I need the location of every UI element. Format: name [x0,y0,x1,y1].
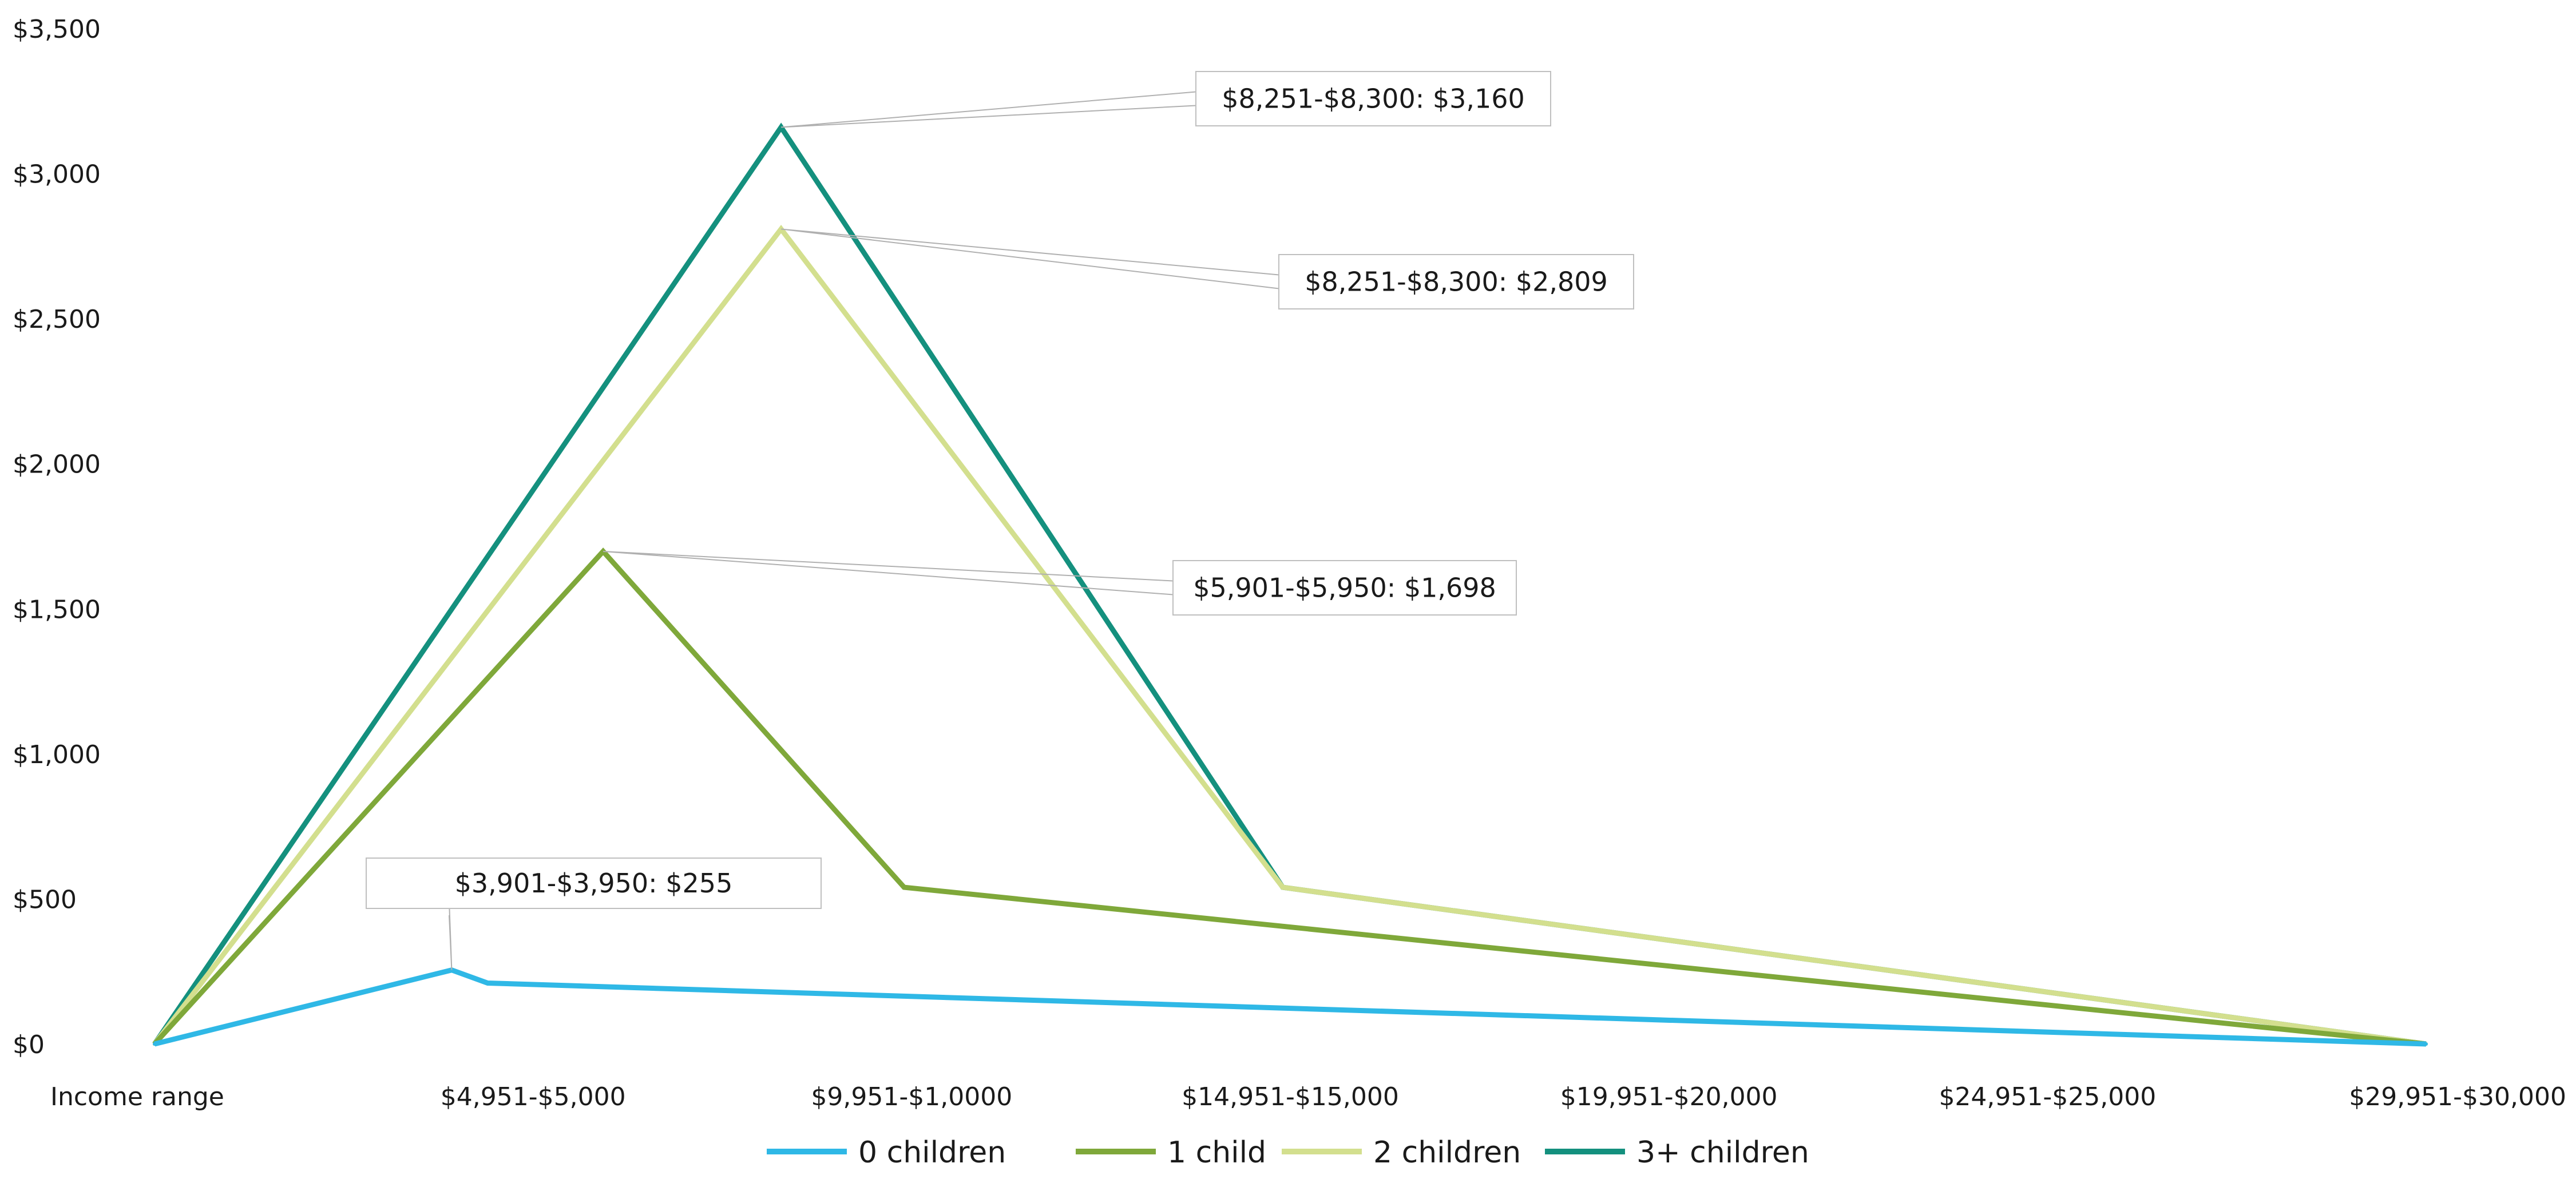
y-tick-label: $1,000 [13,740,101,769]
series-line-1 [153,967,2427,1047]
callout-leader [603,550,1174,596]
y-axis: $0 $500 $1,000 $1,500 $2,000 $2,500 $3,000 $3,5… [13,15,101,1059]
callout-layer: $8,251-$8,300: $3,160 $8,251-$8,300: $2,8… [366,71,1634,970]
x-tick-label: $9,951-$1,0000 [811,1082,1012,1111]
data-label: $8,251-$8,300: $3,160 [1222,84,1525,114]
data-label: $5,901-$5,950: $1,698 [1193,573,1496,604]
data-point [450,968,454,972]
y-tick-label: $2,500 [13,305,101,334]
legend: 0 children 1 child 2 children 3+ children [767,1136,1809,1170]
data-point [2424,1042,2428,1046]
legend-label: 2 children [1373,1136,1521,1170]
callout-box [1172,560,1517,616]
callout-box [366,858,822,909]
data-point [486,981,490,985]
x-tick-label: $19,951-$20,000 [1560,1082,1778,1111]
data-label: $8,251-$8,300: $2,809 [1305,267,1608,297]
x-tick-label: $14,951-$15,000 [1182,1082,1399,1111]
callout-leader [449,901,453,970]
legend-label: 3+ children [1636,1136,1809,1170]
series-line-2 [152,547,2427,1047]
x-axis: Income range $4,951-$5,000 $9,951-$1,0000 $… [50,1082,2566,1111]
series-line-3 [152,224,2427,1047]
data-label: $3,901-$3,950: $255 [455,868,733,899]
callout-box [1195,71,1551,126]
x-tick-label: $29,951-$30,000 [2349,1082,2566,1111]
y-tick-label: $500 [13,885,77,914]
data-point [902,886,906,890]
y-tick-label: $3,000 [13,160,101,189]
y-tick-label: $3,500 [13,15,101,44]
legend-label: 1 child [1167,1136,1266,1170]
callout-leader [780,91,1196,128]
y-tick-label: $2,000 [13,450,101,479]
callout-box [1278,254,1634,309]
series-layer [152,122,2428,1047]
data-point [1281,886,1285,890]
legend-label: 0 children [858,1136,1006,1170]
x-tick-label: Income range [50,1082,224,1111]
y-tick-label: $0 [13,1030,45,1059]
x-tick-label: $24,951-$25,000 [1939,1082,2156,1111]
callout-leader [780,228,1279,289]
x-tick-label: $4,951-$5,000 [441,1082,626,1111]
data-point [153,1042,156,1046]
y-tick-label: $1,500 [13,595,101,624]
